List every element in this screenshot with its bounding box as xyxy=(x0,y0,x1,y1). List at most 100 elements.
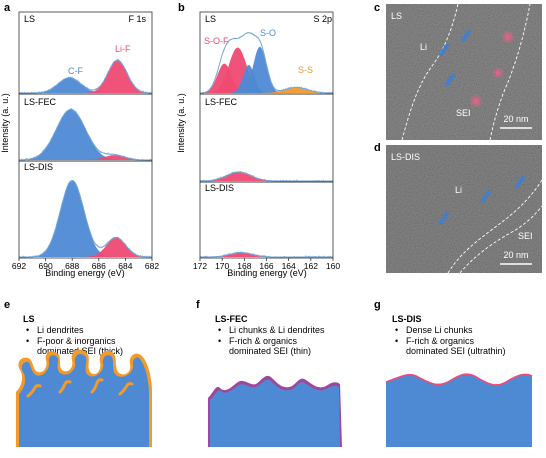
panel-letter-d: d xyxy=(374,142,381,154)
panel-b-xlabel: Binding energy (eV) xyxy=(227,268,307,278)
panel-b-fit-envelope-1 xyxy=(200,171,333,182)
panel-a-xtick-label-2: 688 xyxy=(65,261,79,271)
tem-d-sample: LS-DIS xyxy=(391,152,420,162)
panel-b-xtick-label-0: 172 xyxy=(193,261,207,271)
tem-c-interface-1 xyxy=(401,3,459,141)
tem-d-interface-1 xyxy=(447,179,543,274)
panel-letter-f: f xyxy=(196,299,200,311)
panel-a-frame-2 xyxy=(18,160,153,259)
panel-a-peak-0-1 xyxy=(19,60,152,93)
panel-f-title: LS-FEC xyxy=(215,314,248,324)
panel-g: g LS-DIS • Dense Li chunks • F-rich & or… xyxy=(374,299,533,447)
panel-d: d LS-DIS Li SEI 20 nm xyxy=(374,142,543,274)
tem-c-sample: LS xyxy=(391,11,402,21)
tem-c-sei-label: SEI xyxy=(456,108,471,118)
panel-a-xlabel: Binding energy (eV) xyxy=(45,268,125,278)
tem-d-lattice-markers xyxy=(438,175,526,225)
panel-letter-a: a xyxy=(4,2,11,14)
panel-a-xtick-label-4: 684 xyxy=(118,261,132,271)
panel-e-bullet-2-marker: • xyxy=(26,336,29,346)
panel-b-frame-2 xyxy=(199,181,334,259)
panel-f-bullet-3: dominated SEI (thin) xyxy=(229,346,311,356)
panel-b-xtick-label-3: 166 xyxy=(259,261,273,271)
tem-image-d xyxy=(386,145,542,273)
panel-b-sample-lsfec: LS-FEC xyxy=(205,97,238,107)
tem-c-li-label: Li xyxy=(420,42,427,52)
schematic-li-chunks xyxy=(208,375,342,447)
tem-d-sei-label: SEI xyxy=(518,231,533,241)
panel-a-peak-2-1 xyxy=(19,237,152,257)
panel-b-peak-0-1 xyxy=(200,63,333,93)
panel-b-xtick-label-5: 162 xyxy=(304,261,318,271)
panel-letter-c: c xyxy=(374,2,380,14)
panel-e-title: LS xyxy=(23,314,35,324)
panel-b-ylabel: Intensity (a. u.) xyxy=(176,93,186,153)
peak-label-s-o-f: S-O-F xyxy=(204,36,229,46)
panel-a-fit-envelope-2 xyxy=(19,180,152,258)
panel-b-fit-envelope-2 xyxy=(200,252,333,258)
panel-a-sample-ls: LS xyxy=(24,14,35,24)
panel-letter-g: g xyxy=(374,299,381,311)
panel-a-xtick-label-5: 682 xyxy=(145,261,159,271)
panel-c: c LS Li SEI 20 nm xyxy=(374,2,542,141)
schematic-li-dendrites xyxy=(16,349,152,447)
panel-b-sample-ls: LS xyxy=(205,14,216,24)
peak-label-s-o: S-O xyxy=(260,28,276,38)
tem-d-li-label: Li xyxy=(455,185,462,195)
panel-g-bullet-2-marker: • xyxy=(395,336,398,346)
tem-c-lattice-markers xyxy=(438,29,515,108)
panel-a: a Intensity (a. u.) 692 690 688 686 684 682 F… xyxy=(0,2,159,278)
panel-a-plot: 692 690 688 686 684 682 xyxy=(12,11,159,271)
tem-c-interface-2 xyxy=(489,3,531,141)
panel-b-frame-1 xyxy=(199,93,334,183)
panel-f-bullet-1-marker: • xyxy=(218,325,221,335)
panel-f: f LS-FEC • Li chunks & Li dendrites • F-… xyxy=(196,299,342,447)
panel-f-bullet-2-marker: • xyxy=(218,336,221,346)
panel-a-peak-1-1 xyxy=(19,155,152,160)
tem-d-scale-text: 20 nm xyxy=(503,250,528,260)
panel-g-bullet-3: dominated SEI (ultrathin) xyxy=(406,346,506,356)
tem-c-scale-text: 20 nm xyxy=(503,114,528,124)
panel-a-xtick-label-1: 690 xyxy=(39,261,53,271)
panel-b-xtick-label-1: 170 xyxy=(215,261,229,271)
tem-d-interface-2 xyxy=(459,205,543,274)
tem-image-c xyxy=(386,4,542,140)
panel-b-xtick-label-2: 168 xyxy=(237,261,251,271)
panel-e-bullet-1-marker: • xyxy=(26,325,29,335)
panel-b-plot: 172 170 168 166 164 162 160 xyxy=(193,11,340,271)
peak-label-s-s: S-S xyxy=(298,65,313,75)
panel-e-bullet-1: Li dendrites xyxy=(37,325,84,335)
panel-g-bullet-1-marker: • xyxy=(395,325,398,335)
panel-g-title: LS-DIS xyxy=(392,314,422,324)
panel-a-sample-lsfec: LS-FEC xyxy=(24,97,57,107)
panel-a-peak-1-0 xyxy=(19,109,152,160)
panel-letter-b: b xyxy=(178,2,185,14)
schematic-dense-li xyxy=(385,373,533,447)
panel-b-peak-0-4 xyxy=(200,87,333,93)
panel-a-fit-envelope-1 xyxy=(19,108,152,161)
panel-a-peak-0-0 xyxy=(19,77,152,93)
panel-a-ylabel: Intensity (a. u.) xyxy=(0,93,10,153)
panel-b-peak-0-2 xyxy=(200,46,333,93)
panel-b-xtick-label-6: 160 xyxy=(326,261,340,271)
panel-b: b Intensity (a. u.) 172 170 168 166 164 162 16… xyxy=(176,2,340,278)
peak-label-li-f: Li-F xyxy=(115,44,131,54)
panel-a-xtick-label-3: 686 xyxy=(92,261,106,271)
panel-a-sample-lsdis: LS-DIS xyxy=(24,162,53,172)
panel-g-bullet-1: Dense Li chunks xyxy=(406,325,473,335)
panel-letter-e: e xyxy=(4,299,10,311)
panel-b-xtick-label-4: 164 xyxy=(282,261,296,271)
panel-b-element: S 2p xyxy=(313,14,332,24)
panel-b-fit-envelope-0 xyxy=(200,32,333,94)
panel-b-sample-lsdis: LS-DIS xyxy=(205,183,234,193)
panel-a-fit-envelope-0 xyxy=(19,59,152,94)
panel-a-xtick-label-0: 692 xyxy=(12,261,26,271)
panel-e: e LS • Li dendrites • F-poor & inorganic… xyxy=(4,299,152,447)
peak-label-c-f: C-F xyxy=(68,66,83,76)
panel-b-peak-1-0 xyxy=(200,171,333,181)
panel-f-bullet-2: F-rich & organics xyxy=(229,336,298,346)
panel-g-bullet-2: F-rich & organics xyxy=(406,336,475,346)
panel-a-element: F 1s xyxy=(128,14,146,24)
panel-e-bullet-2: F-poor & inorganics xyxy=(37,336,116,346)
